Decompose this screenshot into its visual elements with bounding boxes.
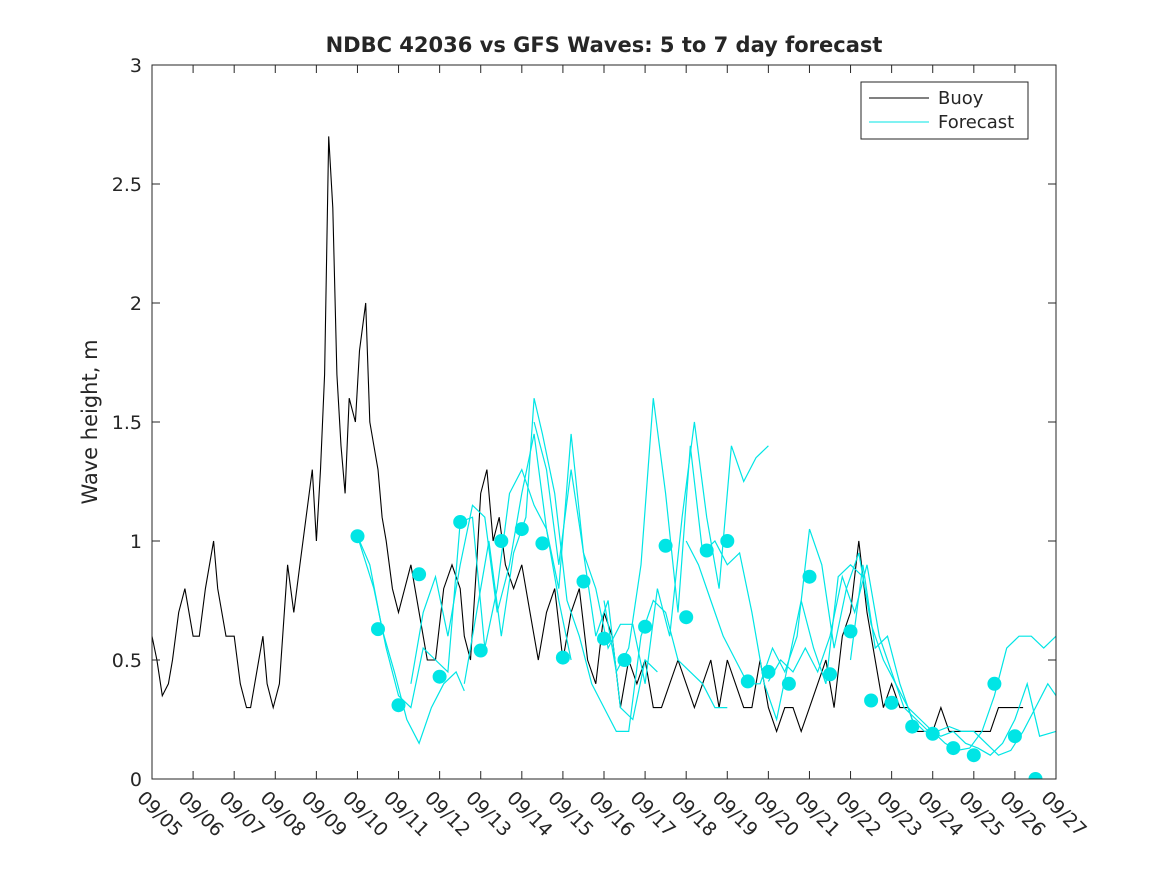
forecast-marker bbox=[925, 726, 940, 741]
x-tick-label: 09/16 bbox=[584, 787, 638, 841]
y-tick-label: 0 bbox=[130, 769, 142, 791]
forecast-marker bbox=[864, 693, 879, 708]
series-group bbox=[152, 136, 1056, 779]
y-tick-label: 1 bbox=[130, 531, 142, 553]
x-tick-label: 09/25 bbox=[954, 787, 1008, 841]
forecast-marker bbox=[473, 643, 488, 658]
forecast-marker bbox=[350, 529, 365, 544]
forecast-marker bbox=[720, 534, 735, 548]
forecast-line-5 bbox=[533, 421, 769, 684]
x-tick-label: 09/07 bbox=[215, 787, 269, 841]
forecast-marker bbox=[617, 653, 632, 667]
forecast-marker bbox=[905, 719, 920, 734]
x-tick-label: 09/12 bbox=[420, 787, 474, 841]
x-tick-label: 09/06 bbox=[174, 787, 228, 841]
legend-entry-buoy: Buoy bbox=[938, 88, 984, 109]
forecast-marker bbox=[802, 569, 817, 584]
x-tick-label: 09/22 bbox=[831, 787, 885, 841]
x-tick-label: 09/21 bbox=[790, 787, 844, 841]
x-tick-label: 09/13 bbox=[461, 787, 515, 841]
forecast-marker bbox=[740, 674, 755, 689]
plot-area bbox=[152, 65, 1056, 779]
forecast-marker bbox=[638, 619, 653, 634]
x-tick-label: 09/05 bbox=[132, 787, 186, 841]
forecast-marker bbox=[391, 698, 406, 713]
forecast-marker bbox=[966, 748, 981, 763]
x-tick-label: 09/08 bbox=[256, 787, 310, 841]
forecast-marker bbox=[987, 676, 1002, 691]
legend-box bbox=[860, 81, 1029, 140]
x-tick-label: 09/11 bbox=[379, 787, 433, 841]
forecast-marker bbox=[761, 664, 776, 679]
y-tick-label: 2 bbox=[130, 293, 142, 315]
x-tick-label: 09/15 bbox=[543, 787, 597, 841]
forecast-marker bbox=[494, 534, 509, 548]
forecast-marker bbox=[371, 622, 385, 637]
x-tick-label: 09/20 bbox=[749, 787, 803, 841]
forecast-line-4 bbox=[463, 398, 728, 733]
forecast-marker bbox=[781, 676, 796, 691]
forecast-marker bbox=[658, 538, 673, 553]
forecast-marker bbox=[597, 631, 611, 646]
legend: Buoy Forecast bbox=[860, 81, 1029, 140]
x-tick-label: 09/19 bbox=[708, 787, 762, 841]
y-tick-label: 0.5 bbox=[112, 650, 142, 672]
forecast-marker bbox=[843, 624, 858, 639]
x-tick-label: 09/10 bbox=[338, 787, 392, 841]
chart-title: NDBC 42036 vs GFS Waves: 5 to 7 day fore… bbox=[326, 33, 883, 57]
forecast-line-9 bbox=[849, 564, 1056, 756]
forecast-marker bbox=[699, 543, 714, 558]
forecast-marker bbox=[412, 567, 427, 582]
forecast-marker bbox=[884, 695, 899, 710]
forecast-marker bbox=[679, 610, 694, 625]
forecast-marker bbox=[1028, 772, 1043, 779]
forecast-marker bbox=[823, 667, 837, 682]
forecast-marker bbox=[514, 522, 529, 537]
x-tick-label: 09/23 bbox=[872, 787, 926, 841]
forecast-marker bbox=[1007, 729, 1022, 744]
plot-background bbox=[152, 65, 1056, 779]
x-tick-label: 09/26 bbox=[995, 787, 1049, 841]
x-tick-label: 09/18 bbox=[667, 787, 721, 841]
y-tick-label: 3 bbox=[130, 55, 142, 77]
forecast-marker bbox=[946, 741, 961, 756]
x-tick-label: 09/17 bbox=[626, 787, 680, 841]
forecast-marker bbox=[453, 515, 468, 529]
forecast-marker bbox=[432, 669, 447, 684]
forecast-marker bbox=[535, 536, 550, 551]
x-tick-label: 09/27 bbox=[1036, 787, 1090, 841]
x-tick-label: 09/24 bbox=[913, 787, 967, 841]
y-axis-label: Wave height, m bbox=[78, 339, 102, 504]
legend-entry-forecast: Forecast bbox=[938, 112, 1014, 133]
forecast-marker bbox=[555, 650, 570, 665]
y-tick-label: 2.5 bbox=[112, 174, 142, 196]
x-tick-label: 09/14 bbox=[502, 787, 556, 841]
forecast-marker bbox=[576, 574, 591, 589]
y-tick-label: 1.5 bbox=[112, 412, 142, 434]
x-tick-label: 09/09 bbox=[297, 787, 351, 841]
